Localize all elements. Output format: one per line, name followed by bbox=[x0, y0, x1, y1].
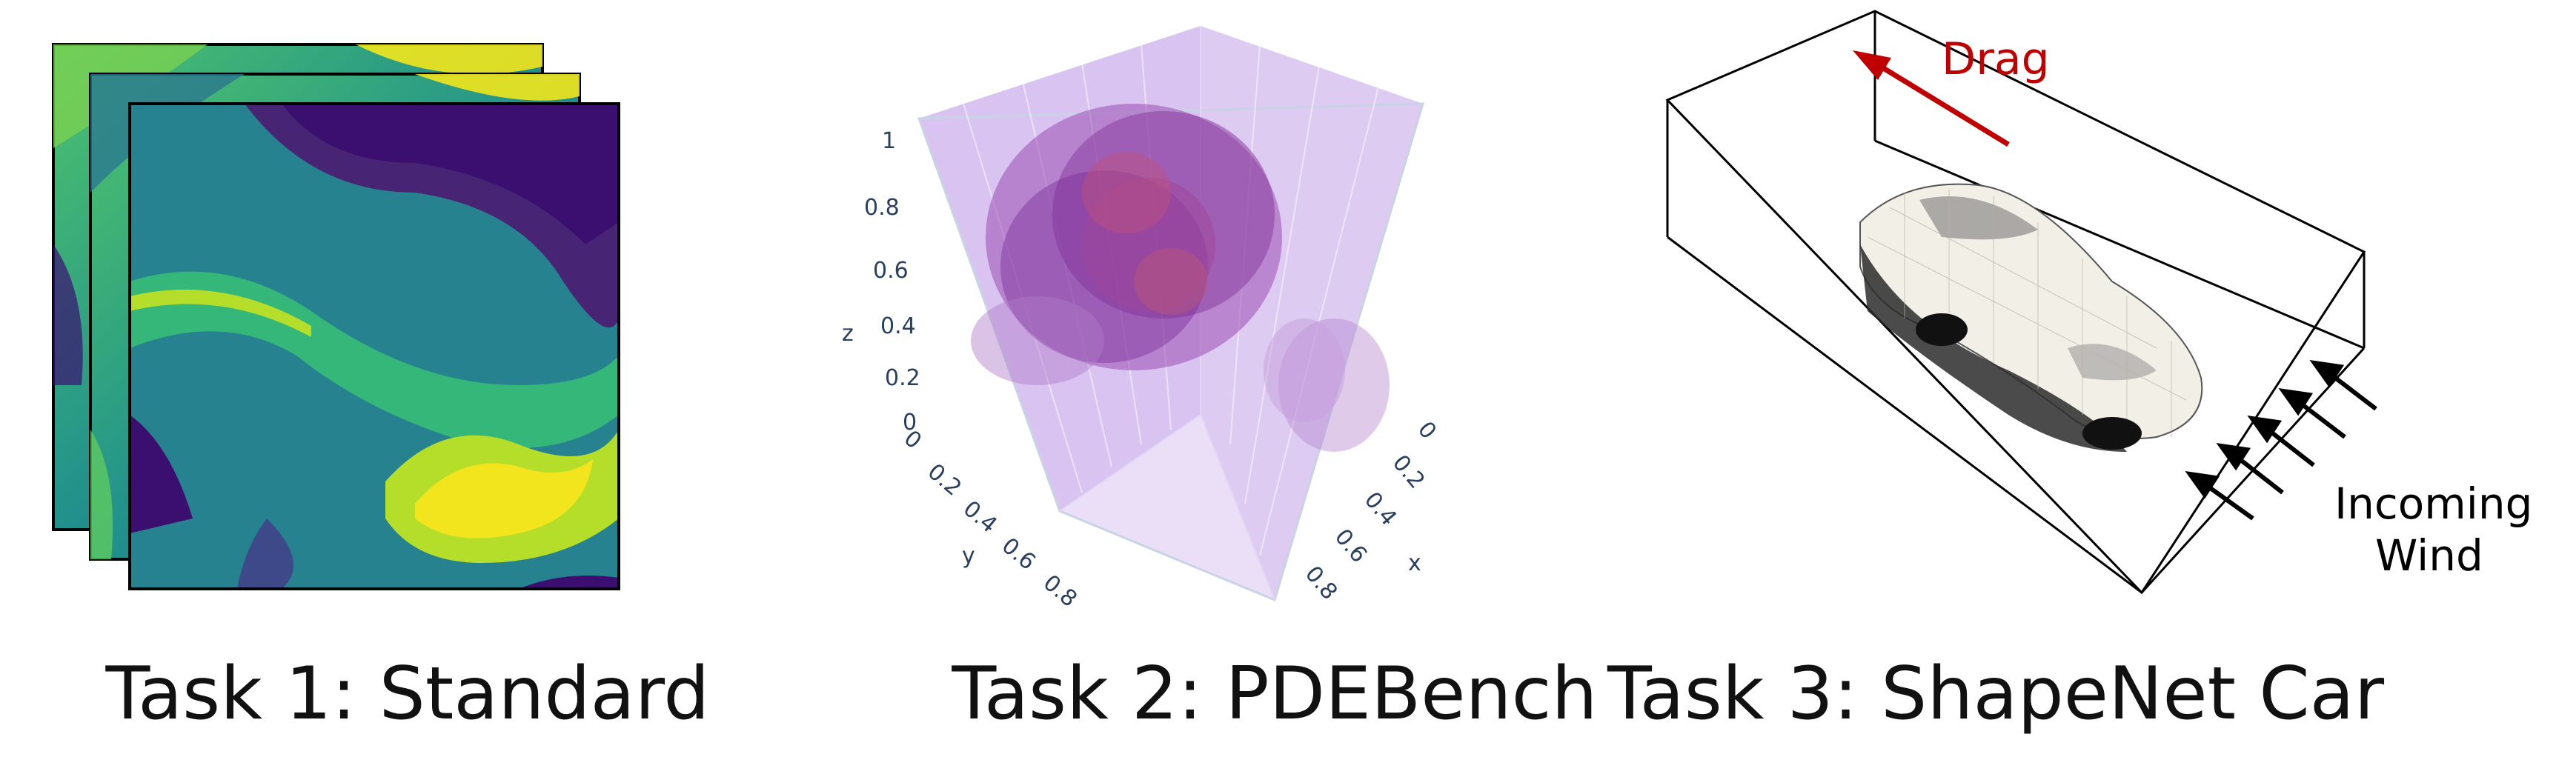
wind-arrow-icon bbox=[2216, 443, 2284, 495]
wind-arrows bbox=[2185, 360, 2377, 521]
z-tick-1: 0.2 bbox=[885, 365, 920, 391]
y-tick-3: 0.6 bbox=[997, 533, 1040, 575]
x-tick-2: 0.4 bbox=[1359, 487, 1401, 531]
y-tick-4: 0.8 bbox=[1038, 570, 1082, 612]
y-axis-label: y bbox=[962, 543, 975, 569]
drag-label: Drag bbox=[1942, 33, 2050, 85]
pdebench-3d-volume: 0 0.2 0.4 0.6 0.8 1 z 0 0.2 0.4 0.6 0.8 … bbox=[842, 26, 1441, 613]
drag-arrow-icon bbox=[1853, 50, 2010, 147]
z-axis-ticks: 0 0.2 0.4 0.6 0.8 1 z bbox=[842, 128, 920, 436]
x-axis-label: x bbox=[1408, 550, 1421, 576]
caption-task-3: Task 3: ShapeNet Car bbox=[1607, 652, 2384, 736]
shapenet-car-scene: Drag Incoming Wind bbox=[1665, 10, 2532, 595]
wind-arrow-icon bbox=[2247, 416, 2315, 467]
caption-task-2: Task 2: PDEBench bbox=[952, 652, 1598, 736]
z-tick-5: 1 bbox=[882, 128, 896, 154]
wind-arrow-icon bbox=[2185, 471, 2254, 521]
wind-arrow-icon bbox=[2278, 388, 2346, 439]
y-tick-1: 0.2 bbox=[923, 458, 966, 501]
panel-task-3: Drag Incoming Wind Task 3: ShapeNet Car bbox=[1593, 0, 2576, 757]
panel-task-2: 0 0.2 0.4 0.6 0.8 1 z 0 0.2 0.4 0.6 0.8 … bbox=[815, 0, 1598, 757]
field-slice-front bbox=[128, 102, 620, 590]
x-tick-4: 0.8 bbox=[1300, 561, 1342, 605]
z-tick-4: 0.8 bbox=[864, 195, 900, 221]
wind-tunnel-box bbox=[1665, 10, 2366, 595]
wind-arrow-icon bbox=[2309, 360, 2377, 411]
panel-task-1: Task 1: Standard bbox=[0, 0, 815, 757]
caption-task-1: Task 1: Standard bbox=[105, 652, 710, 736]
stacked-field-slices bbox=[52, 43, 620, 590]
z-axis-label: z bbox=[842, 321, 854, 347]
wind-label-line2: Wind bbox=[2375, 530, 2483, 581]
x-tick-1: 0.2 bbox=[1387, 450, 1430, 494]
z-tick-3: 0.6 bbox=[873, 258, 909, 284]
car-mesh bbox=[1859, 183, 2203, 452]
x-tick-0: 0 bbox=[1413, 417, 1441, 444]
z-tick-0: 0 bbox=[903, 410, 917, 436]
density-blob bbox=[971, 104, 1390, 452]
y-tick-2: 0.4 bbox=[958, 496, 1002, 538]
x-tick-3: 0.6 bbox=[1330, 524, 1372, 568]
z-tick-2: 0.4 bbox=[880, 313, 916, 339]
wind-label-line1: Incoming bbox=[2334, 478, 2532, 529]
